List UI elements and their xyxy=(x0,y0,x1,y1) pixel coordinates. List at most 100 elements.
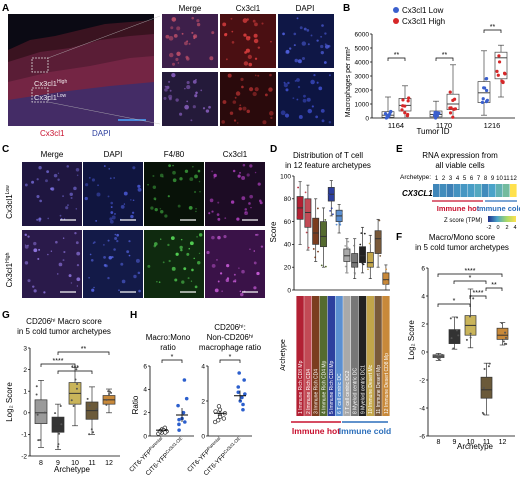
f-point xyxy=(483,368,486,371)
image-speckle xyxy=(66,165,70,168)
image-speckle xyxy=(236,122,239,124)
image-speckle xyxy=(180,238,183,241)
e-archetype-label: Archetype: xyxy=(400,174,431,181)
d-point xyxy=(321,224,324,227)
image-speckle xyxy=(171,266,176,271)
e-cbar-tick-1: 0 xyxy=(496,225,499,231)
image-speckle xyxy=(59,214,62,217)
image-speckle xyxy=(198,233,203,237)
h2-x-tick-label: CIT6-YFPParental xyxy=(185,435,223,473)
image-speckle xyxy=(36,194,40,199)
image-speckle xyxy=(76,174,79,177)
g-point xyxy=(75,368,78,371)
e-archetype-number: 12 xyxy=(510,176,517,182)
d-point xyxy=(354,258,357,261)
image-speckle xyxy=(107,276,110,280)
f-point xyxy=(482,386,485,389)
image-speckle xyxy=(241,196,246,201)
image-speckle xyxy=(128,240,131,243)
f-ylabel: Log₂ Score xyxy=(407,320,416,360)
image-speckle xyxy=(62,237,65,239)
image-speckle xyxy=(50,187,53,191)
image-speckle xyxy=(152,185,157,189)
image-speckle xyxy=(192,166,194,168)
image-speckle xyxy=(257,74,260,77)
d-point xyxy=(324,219,327,221)
a-zoom-high-cx3cl1 xyxy=(220,14,276,68)
d-archetype-label-4: 4 Immune Rich CD4 Mp xyxy=(321,360,327,414)
panel-letter-a: A xyxy=(2,3,9,14)
image-speckle xyxy=(186,252,190,256)
image-speckle xyxy=(297,59,302,64)
h1-point-oe xyxy=(183,420,187,424)
image-speckle xyxy=(222,100,227,104)
g-point xyxy=(60,423,63,426)
image-speckle xyxy=(205,109,210,113)
h2-point-parental xyxy=(221,416,226,421)
image-speckle xyxy=(137,187,142,192)
image-speckle xyxy=(38,248,41,251)
image-speckle xyxy=(132,166,136,170)
image-speckle xyxy=(283,81,286,84)
b-legend-high-marker xyxy=(393,18,399,24)
image-speckle xyxy=(179,177,183,181)
h-title1-line2: ratio xyxy=(160,343,176,352)
e-cbar-tick-3: 4 xyxy=(513,225,516,231)
image-speckle xyxy=(154,198,157,201)
image-speckle xyxy=(224,33,228,37)
c-low-merge xyxy=(22,162,82,226)
g-point xyxy=(108,390,111,393)
h1-point-oe xyxy=(176,403,180,408)
e-cbar-tick-2: 2 xyxy=(505,225,508,231)
image-speckle xyxy=(76,285,78,287)
h1-sig-label: * xyxy=(171,354,174,361)
image-speckle xyxy=(222,22,227,27)
image-speckle xyxy=(154,208,158,212)
d-point xyxy=(386,276,389,279)
image-speckle xyxy=(188,42,191,45)
image-speckle xyxy=(69,192,73,197)
e-heatmap-cell-12 xyxy=(510,184,517,197)
image-speckle xyxy=(67,204,69,206)
image-speckle xyxy=(97,184,99,187)
image-speckle xyxy=(200,89,203,92)
image-speckle xyxy=(268,87,273,92)
image-speckle xyxy=(24,261,29,265)
h1-x-tick-label: CIT6-YFPParental xyxy=(127,435,165,473)
image-speckle xyxy=(189,241,194,246)
e-heatmap-cell-10 xyxy=(496,184,503,197)
image-speckle xyxy=(113,248,116,251)
e-archetype-number: 9 xyxy=(491,176,495,182)
image-speckle xyxy=(190,119,193,122)
d-point xyxy=(344,245,347,247)
d-point xyxy=(379,254,382,257)
image-speckle xyxy=(57,178,60,181)
g-point xyxy=(88,404,91,407)
image-speckle xyxy=(91,178,95,182)
image-speckle xyxy=(45,179,48,183)
b-point xyxy=(448,90,452,94)
c-high-dapi xyxy=(83,230,143,298)
g-y-tick-label: 1 xyxy=(23,388,27,395)
image-speckle xyxy=(176,51,181,56)
b-x-tick-label: 1164 xyxy=(388,121,404,130)
image-speckle xyxy=(253,261,257,265)
a-legend-dapi: DAPI xyxy=(92,129,111,138)
b-point xyxy=(496,73,500,77)
image-speckle xyxy=(249,248,251,250)
f-x-tick-label: 12 xyxy=(499,439,507,446)
b-sig-1216-label: ** xyxy=(490,24,496,31)
g-point xyxy=(105,403,108,406)
image-speckle xyxy=(108,255,113,260)
b-point xyxy=(403,111,407,115)
image-speckle xyxy=(225,58,228,61)
e-gene-label: CX3CL1 xyxy=(402,189,433,198)
image-speckle xyxy=(73,186,77,191)
image-speckle xyxy=(195,91,198,95)
image-speckle xyxy=(260,245,264,248)
image-speckle xyxy=(194,94,198,98)
image-speckle xyxy=(137,271,141,275)
d-archetype-label-5: 5 Immune Rich CD8 Mp xyxy=(329,360,335,414)
image-speckle xyxy=(244,211,247,214)
h1-point-parental xyxy=(163,430,168,435)
